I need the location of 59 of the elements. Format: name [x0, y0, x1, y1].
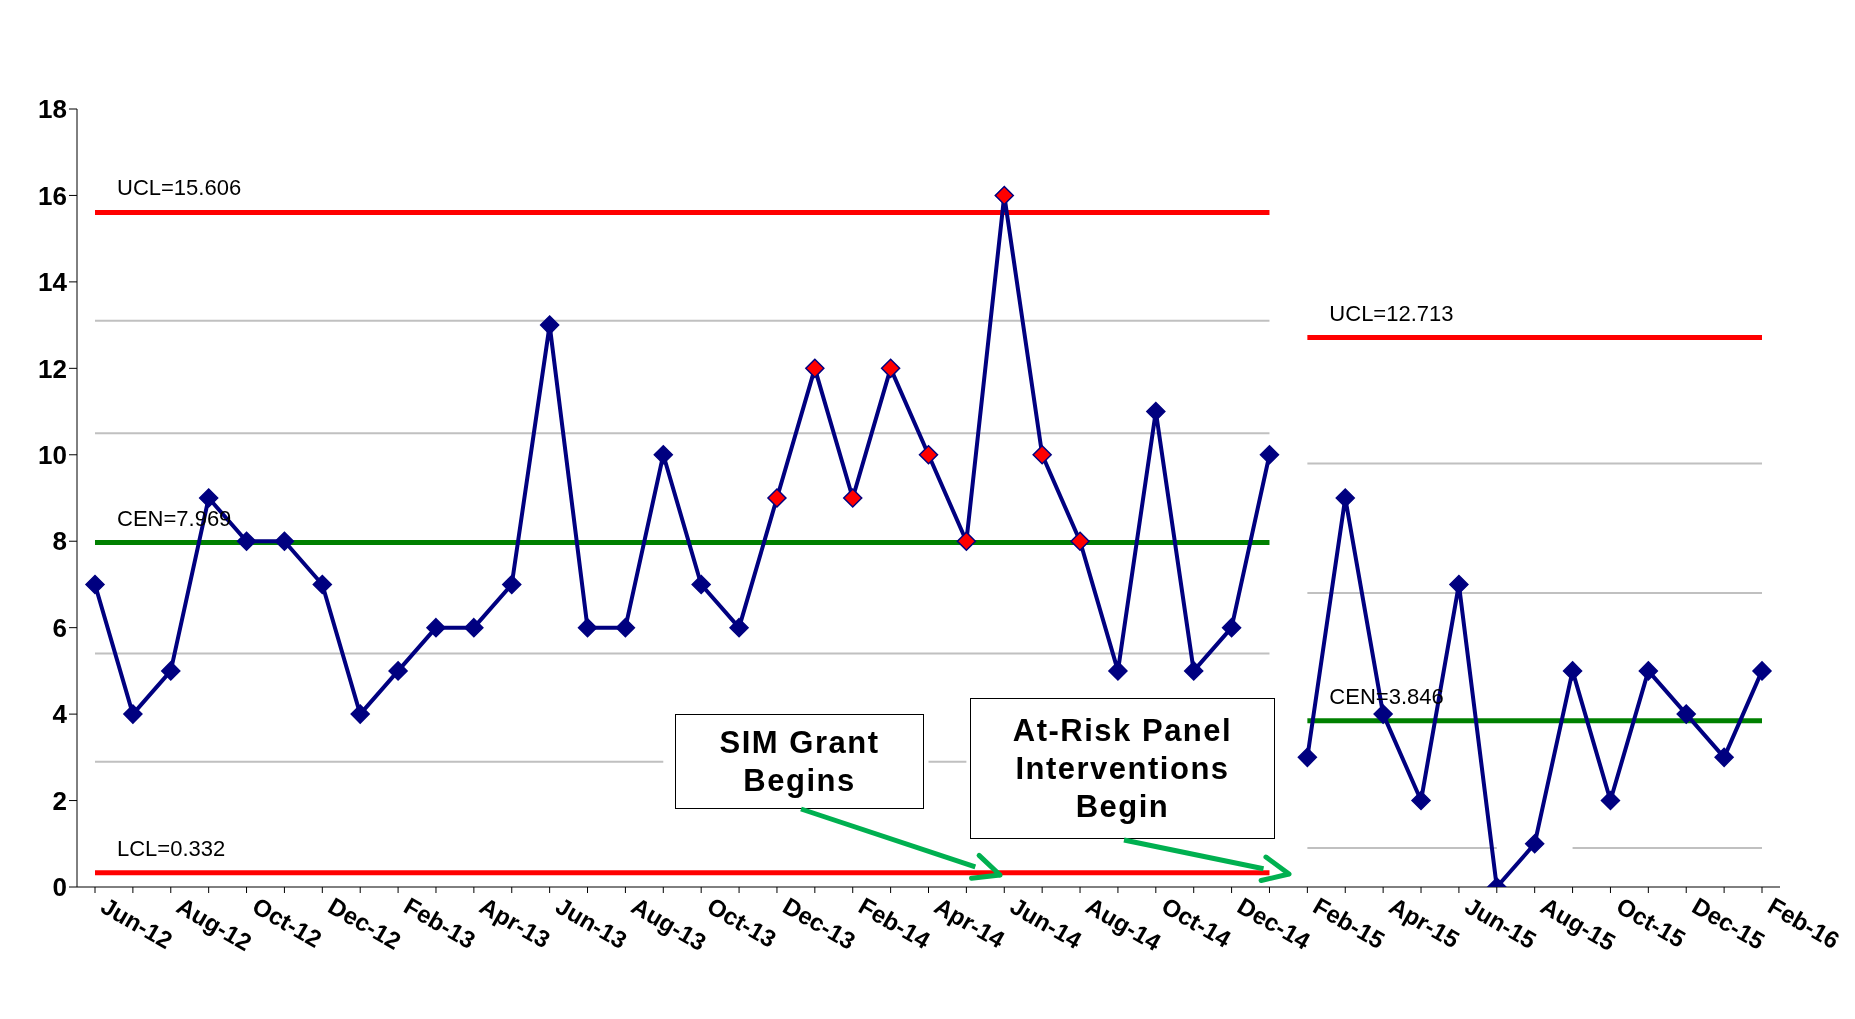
point [1714, 747, 1734, 768]
annotation: At-Risk Panel Interventions Begin [970, 698, 1275, 839]
point [1183, 661, 1204, 681]
point [577, 617, 598, 638]
point [1108, 661, 1128, 681]
y-tick-label: 4 [52, 699, 68, 730]
point [198, 488, 219, 508]
point [502, 574, 522, 595]
point [1449, 574, 1469, 595]
point [1524, 834, 1545, 854]
point [1335, 488, 1355, 508]
y-tick-label: 6 [52, 612, 67, 643]
point [805, 358, 825, 379]
point [842, 488, 863, 508]
point [1032, 445, 1052, 465]
point [767, 488, 787, 508]
point [615, 617, 636, 638]
point [1259, 445, 1280, 465]
series-label: UCL=15.606 [117, 175, 242, 201]
y-tick-label: 18 [38, 94, 67, 125]
y-tick-label: 14 [38, 267, 68, 298]
y-tick-label: 12 [38, 353, 67, 384]
point [1297, 747, 1318, 768]
point [464, 617, 484, 638]
point [1411, 790, 1431, 811]
point [653, 445, 674, 465]
point [123, 704, 143, 724]
point [1562, 661, 1583, 681]
series-label: LCL=0.332 [117, 835, 226, 861]
annotation: SIM Grant Begins [675, 714, 924, 809]
point [388, 661, 408, 681]
point [880, 358, 901, 379]
point [312, 574, 333, 595]
point [85, 574, 105, 595]
point [1221, 617, 1242, 638]
point [994, 185, 1015, 206]
y-tick-label: 10 [38, 440, 67, 471]
point [274, 531, 295, 551]
point [1373, 704, 1393, 724]
y-tick-label: 2 [52, 785, 67, 816]
point [956, 531, 977, 551]
point [1638, 661, 1659, 681]
y-tick-label: 16 [38, 180, 67, 211]
y-tick-label: 0 [52, 872, 67, 903]
point [1600, 790, 1621, 811]
point [1676, 704, 1696, 724]
point [1070, 531, 1090, 551]
point [350, 704, 370, 724]
point [161, 661, 181, 681]
point [918, 445, 939, 465]
point [729, 617, 749, 638]
point [539, 315, 560, 335]
y-tick-label: 8 [52, 526, 67, 557]
point [236, 531, 257, 551]
point [1146, 401, 1166, 422]
series-label: UCL=12.713 [1329, 300, 1454, 326]
point [426, 617, 446, 638]
point [691, 574, 711, 595]
point [1752, 661, 1772, 681]
